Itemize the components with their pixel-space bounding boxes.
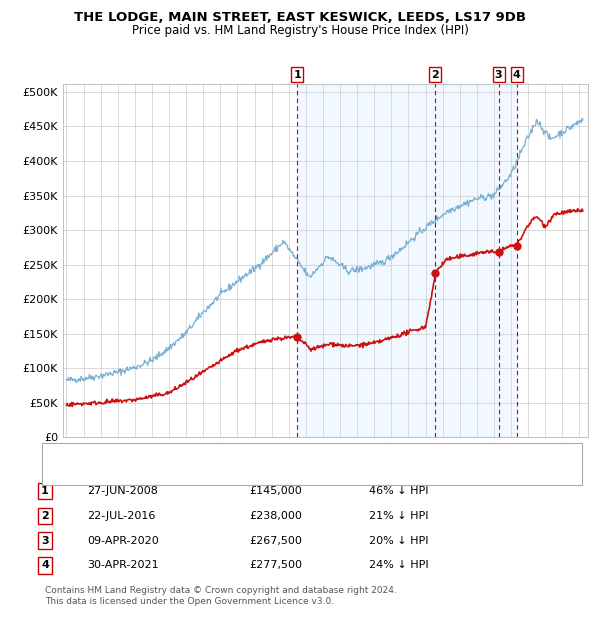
Text: £267,500: £267,500 <box>249 536 302 546</box>
Text: THE LODGE, MAIN STREET, EAST KESWICK, LEEDS, LS17 9DB (detached house): THE LODGE, MAIN STREET, EAST KESWICK, LE… <box>87 450 499 459</box>
Text: £145,000: £145,000 <box>249 486 302 496</box>
Text: 22-JUL-2016: 22-JUL-2016 <box>87 511 155 521</box>
Text: 21% ↓ HPI: 21% ↓ HPI <box>369 511 428 521</box>
Text: 27-JUN-2008: 27-JUN-2008 <box>87 486 158 496</box>
Text: 30-APR-2021: 30-APR-2021 <box>87 560 158 570</box>
Text: 3: 3 <box>41 536 49 546</box>
Text: £277,500: £277,500 <box>249 560 302 570</box>
Text: This data is licensed under the Open Government Licence v3.0.: This data is licensed under the Open Gov… <box>45 597 334 606</box>
Text: 09-APR-2020: 09-APR-2020 <box>87 536 159 546</box>
Text: 24% ↓ HPI: 24% ↓ HPI <box>369 560 428 570</box>
Text: 20% ↓ HPI: 20% ↓ HPI <box>369 536 428 546</box>
Text: HPI: Average price, detached house, Leeds: HPI: Average price, detached house, Leed… <box>87 468 310 478</box>
Text: Price paid vs. HM Land Registry's House Price Index (HPI): Price paid vs. HM Land Registry's House … <box>131 24 469 37</box>
Text: 1: 1 <box>41 486 49 496</box>
Text: ———: ——— <box>54 448 91 461</box>
Text: 46% ↓ HPI: 46% ↓ HPI <box>369 486 428 496</box>
Text: 1: 1 <box>293 69 301 79</box>
Text: 3: 3 <box>495 69 502 79</box>
Text: THE LODGE, MAIN STREET, EAST KESWICK, LEEDS, LS17 9DB: THE LODGE, MAIN STREET, EAST KESWICK, LE… <box>74 11 526 24</box>
Text: 4: 4 <box>513 69 521 79</box>
Bar <box>297 84 517 437</box>
Text: £238,000: £238,000 <box>249 511 302 521</box>
Text: Contains HM Land Registry data © Crown copyright and database right 2024.: Contains HM Land Registry data © Crown c… <box>45 587 397 595</box>
Text: 4: 4 <box>41 560 49 570</box>
Text: 2: 2 <box>41 511 49 521</box>
Text: 2: 2 <box>431 69 439 79</box>
Text: ———: ——— <box>54 466 91 479</box>
